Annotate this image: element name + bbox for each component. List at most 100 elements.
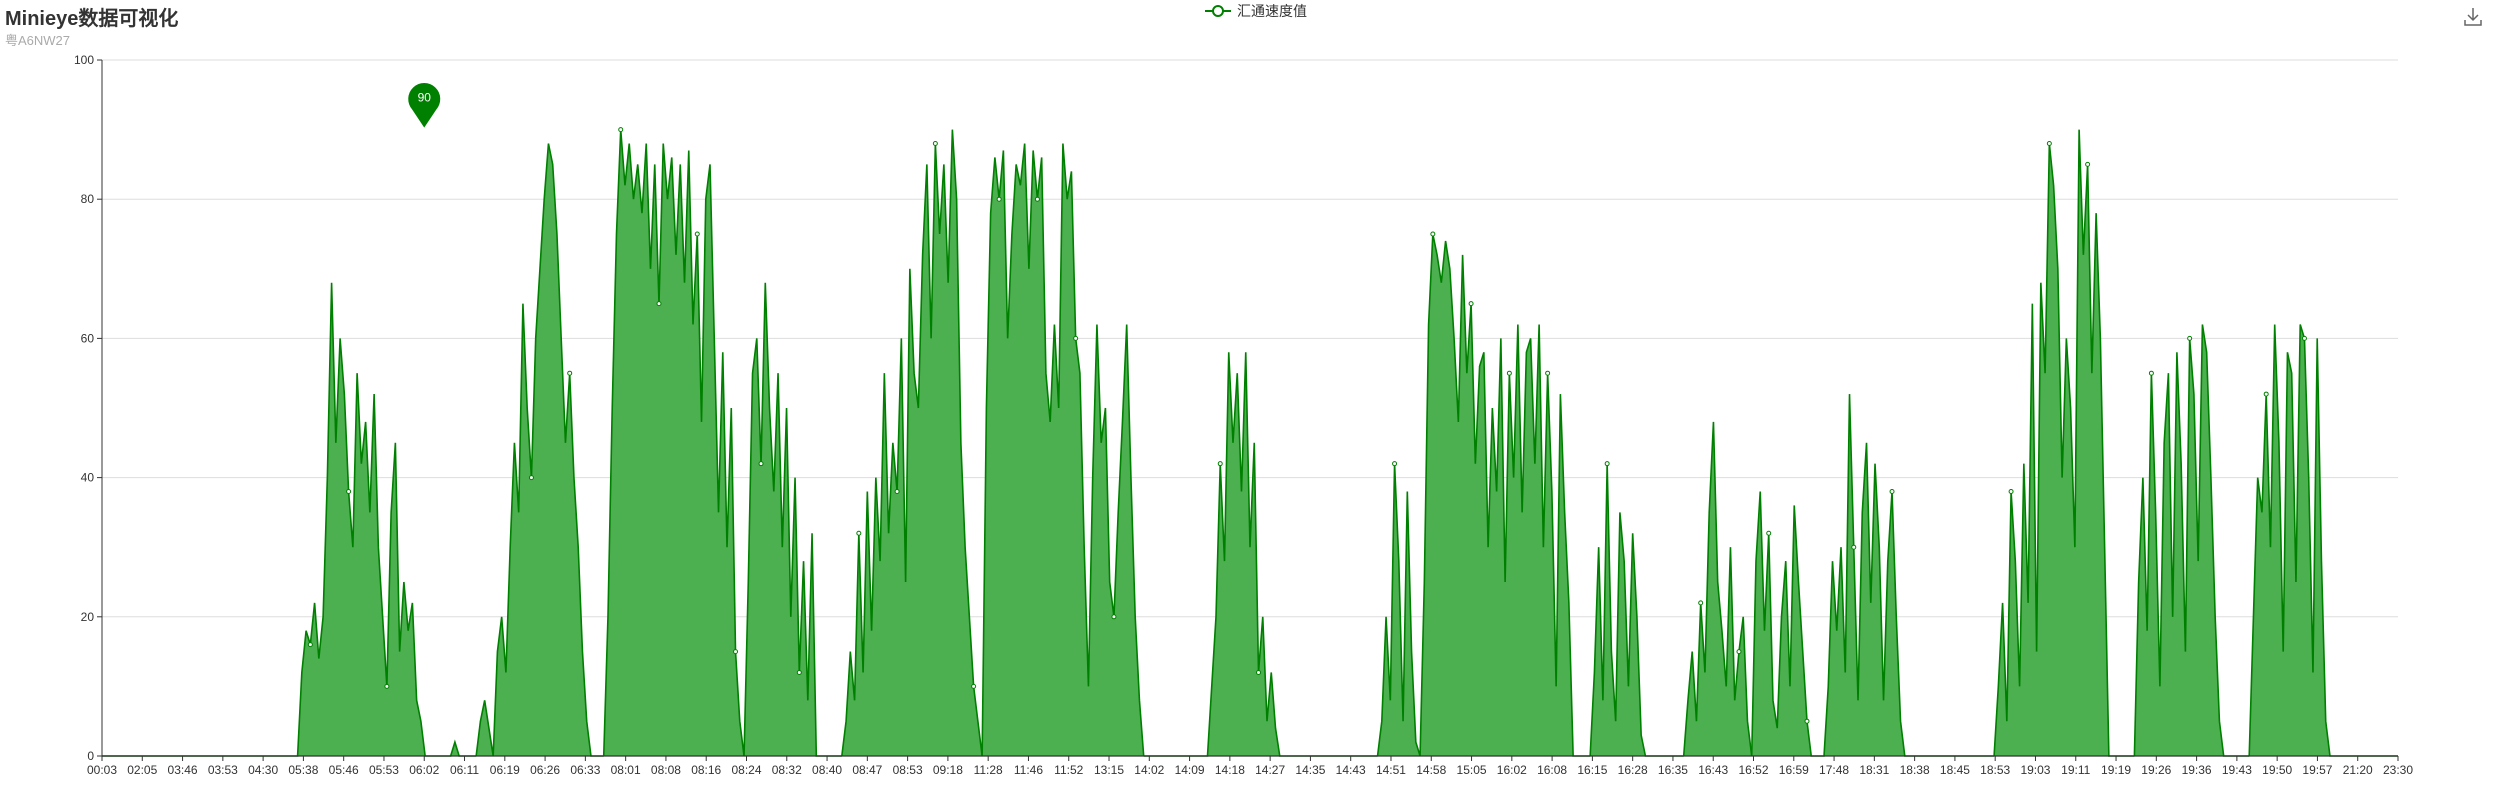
x-tick-label: 16:28 [1618, 763, 1648, 777]
x-tick-label: 08:08 [651, 763, 681, 777]
series-line [1376, 233, 1591, 757]
x-tick-label: 08:01 [611, 763, 641, 777]
x-tick-label: 11:46 [1014, 763, 1043, 777]
data-point [694, 231, 700, 237]
y-tick-label: 100 [74, 53, 94, 67]
data-point [1804, 718, 1810, 724]
x-tick-label: 02:05 [127, 763, 157, 777]
download-icon[interactable] [2462, 6, 2484, 28]
x-tick-label: 08:53 [893, 763, 923, 777]
x-tick-label: 16:52 [1738, 763, 1768, 777]
y-tick-label: 80 [81, 192, 95, 206]
series-area [744, 282, 842, 756]
data-point [1034, 196, 1040, 202]
x-tick-label: 14:02 [1134, 763, 1164, 777]
data-point [971, 683, 977, 689]
data-point [1111, 614, 1117, 620]
data-point [567, 370, 573, 376]
x-tick-label: 16:35 [1658, 763, 1688, 777]
x-tick-label: 16:02 [1497, 763, 1527, 777]
max-marker-pin [408, 83, 441, 128]
data-point [307, 642, 313, 648]
data-point [1392, 461, 1398, 467]
data-point [856, 530, 862, 536]
data-point [2046, 141, 2052, 147]
data-point [618, 127, 624, 133]
data-point [1698, 600, 1704, 606]
series-line [1682, 421, 1753, 757]
data-point [796, 669, 802, 675]
series-area [1994, 129, 2135, 757]
x-tick-label: 16:08 [1537, 763, 1567, 777]
data-point [1736, 649, 1742, 655]
data-point [1766, 530, 1772, 536]
x-tick-label: 18:31 [1859, 763, 1889, 777]
data-point [2148, 370, 2154, 376]
series-line [2248, 324, 2398, 757]
legend-item[interactable]: 汇通速度值 [1205, 1, 1307, 21]
x-tick-label: 19:43 [2222, 763, 2252, 777]
data-point [2301, 335, 2307, 341]
series-area [1377, 234, 1591, 756]
x-tick-label: 08:24 [731, 763, 761, 777]
series-area [841, 129, 983, 757]
x-tick-label: 11:52 [1054, 763, 1083, 777]
x-tick-label: 23:30 [2383, 763, 2413, 777]
y-tick-label: 0 [87, 749, 94, 763]
max-marker-label: 90 [418, 91, 432, 105]
data-point [1430, 231, 1436, 237]
series-area [1751, 394, 1995, 756]
series-area [2249, 324, 2398, 756]
x-tick-label: 08:40 [812, 763, 842, 777]
series-line [743, 282, 842, 757]
x-tick-label: 06:26 [530, 763, 560, 777]
chart-subtitle: 粤A6NW27 [5, 33, 71, 48]
data-point [1468, 301, 1474, 307]
legend-label: 汇通速度值 [1237, 3, 1307, 19]
legend-marker-icon [1205, 5, 1231, 17]
x-tick-label: 03:46 [168, 763, 198, 777]
x-tick-label: 19:36 [2182, 763, 2212, 777]
x-tick-label: 14:35 [1295, 763, 1325, 777]
x-tick-label: 06:11 [450, 763, 479, 777]
x-tick-label: 18:38 [1900, 763, 1930, 777]
series-area [102, 282, 477, 756]
x-tick-label: 08:32 [772, 763, 802, 777]
data-point [384, 683, 390, 689]
x-tick-label: 14:58 [1416, 763, 1446, 777]
data-point [733, 649, 739, 655]
series-line [1750, 394, 1995, 757]
data-point [1217, 461, 1223, 467]
series-line [602, 129, 745, 757]
x-tick-label: 19:50 [2262, 763, 2292, 777]
data-point [2085, 161, 2091, 167]
x-tick-label: 09:18 [933, 763, 963, 777]
data-point [1506, 370, 1512, 376]
x-tick-label: 08:16 [691, 763, 721, 777]
x-tick-label: 05:53 [369, 763, 399, 777]
data-point [758, 461, 764, 467]
x-tick-label: 16:59 [1779, 763, 1809, 777]
data-point [932, 141, 938, 147]
y-tick-label: 60 [81, 331, 95, 345]
series-area [982, 143, 1144, 756]
series-line [1589, 463, 1684, 757]
x-tick-label: 06:19 [490, 763, 520, 777]
x-tick-label: 19:11 [2061, 763, 2090, 777]
data-point [2187, 335, 2193, 341]
x-tick-label: 19:57 [2302, 763, 2332, 777]
x-tick-label: 03:53 [208, 763, 238, 777]
data-point [346, 489, 352, 495]
x-tick-label: 05:46 [329, 763, 359, 777]
x-tick-label: 16:43 [1698, 763, 1728, 777]
data-point [1889, 489, 1895, 495]
x-tick-label: 18:53 [1980, 763, 2010, 777]
x-tick-label: 00:03 [87, 763, 117, 777]
chart-title: Minieye数据可视化 [5, 8, 179, 30]
x-tick-label: 18:45 [1940, 763, 1970, 777]
x-tick-label: 16:15 [1577, 763, 1607, 777]
series-line [841, 129, 983, 757]
x-tick-label: 14:09 [1175, 763, 1205, 777]
